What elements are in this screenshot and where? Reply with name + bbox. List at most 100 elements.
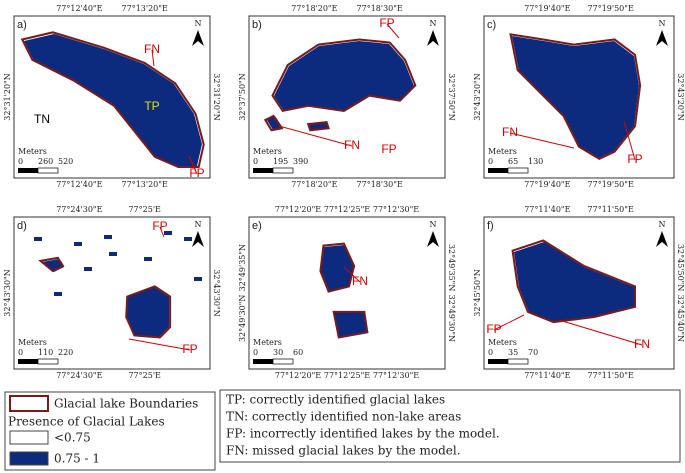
lake-patch [109,252,117,256]
annotation: FN [344,138,360,152]
map-panel: e) N77°12'20"E77°12'20"E77°12'25"E77°12'2… [238,205,456,380]
legend-presence-title: Presence of Glacial Lakes [8,415,165,429]
scale-tick: 390 [293,157,308,166]
lake-area [512,36,639,158]
map-frame [248,216,446,370]
lake-boundary [271,38,417,113]
scale-tick: 520 [58,157,73,166]
scale-tick: 130 [528,157,543,166]
top-tick-label: 77°18'20"E [291,4,337,13]
annotation-arrow [343,266,361,283]
annotation: FP [152,219,167,233]
map-panel: c) N 77°19'40"E 77°19'40"E 77°19'50"E 77°19'5… [473,4,685,189]
legend-high: 0.75 - 1 [54,452,100,466]
north-arrow [656,30,668,46]
legend-boundary-swatch [9,395,49,412]
scale-tick: 0 [488,157,493,166]
bottom-tick-label: 77°13'20"E [122,180,168,189]
scale-title: Meters [488,147,517,156]
top-tick-label: 77°11'40"E [524,205,570,214]
key-line: TN: correctly identified non-lake areas [226,410,461,424]
lake-patch [164,231,172,235]
map-panel: b) N 77°18'20"E 77°18'20"E 77°18'30"E 77°18'3… [238,4,456,189]
legend-low-swatch [9,430,49,445]
right-tick-label: 32°43'20"N [676,73,685,120]
bottom-tick-label: 77°11'40"E [524,371,570,380]
annotation: FP [189,166,204,180]
top-tick-label: 77°24'30"E [56,205,102,214]
map-panel: a) N 77°12'40"E 77°12'40"E 77°13'20"E 77°13'2… [3,4,221,189]
annotation-arrow [188,155,198,175]
annotation-arrow [623,120,636,161]
lake-patch [84,267,92,271]
scale-tick: 65 [508,157,518,166]
lake-patch [184,237,192,241]
lake-boundary [38,256,65,273]
annotation-arrow [558,319,643,346]
left-tick-label: 32°49'30"N [238,295,247,342]
scale-bar-white [507,358,529,365]
left-tick-label: 32°49'35"N [238,244,247,291]
lake-boundary [319,242,356,293]
lake-boundary [509,33,642,160]
scale-title: Meters [18,147,47,156]
scale-bar-black [253,359,273,364]
lake-boundary [263,114,284,132]
annotation-arrow [493,314,525,331]
bottom-tick-label: 77°25'E [128,371,161,380]
left-tick-label: 32°43'30"N [3,269,12,316]
key-box [219,389,681,463]
lake-patch [34,237,42,241]
annotation-arrow [151,49,155,67]
bottom-tick-label: 77°12'25"E [324,371,370,380]
north-arrow [427,30,439,46]
annotation: TN [34,112,50,126]
annotation-arrow [159,226,165,238]
key-line: FN: missed glacial lakes by the model. [226,444,461,458]
north-label: N [659,220,666,229]
lake-boundary [306,121,330,132]
north-label: N [430,19,437,28]
lake-boundary [332,310,369,339]
lake-area [321,245,354,292]
scale-bar-white [37,167,59,174]
lake-area [334,312,367,337]
north-arrow [656,231,668,247]
scale-title: Meters [18,338,47,347]
annotation: FP [381,142,396,156]
bottom-tick-label: 77°12'30"E [373,371,419,380]
annotation: FP [486,322,501,336]
annotation: FN [634,337,650,351]
scale-title: Meters [253,147,282,156]
map-frame [13,216,211,370]
top-tick-label: 77°12'30"E [373,205,419,214]
panel-label: c) [487,19,496,31]
north-arrow [192,231,204,247]
north-label: N [195,19,202,28]
scale-tick: 195 [273,157,288,166]
right-tick-label: 32°49'30"N [447,295,456,342]
north-label: N [659,19,666,28]
map-panel: d) N 77°24'30"E 77°24'30"E 77°25'E 77°25'E 32°… [3,205,221,380]
lake-boundary [125,285,172,339]
left-tick-label: 32°31'20"N [3,73,12,120]
map-panel: f) N 77°11'40"E 77°11'40"E 77°11'50"E 77°11'5… [473,205,685,380]
panel-label: b) [252,19,262,31]
right-tick-label: 32°45'50"N [676,244,685,291]
left-tick-label: 32°43'20"N [473,73,482,120]
top-tick-label: 77°25'E [128,205,161,214]
north-arrow [192,30,204,46]
right-tick-label: 32°49'35"N [447,244,456,291]
top-tick-label: 77°11'50"E [588,205,634,214]
annotation: TP [144,99,159,113]
lake-boundary [511,239,637,324]
scale-tick: 0 [253,157,258,166]
scale-tick: 0 [488,348,493,357]
annotation-arrow [386,23,400,39]
top-tick-label: 77°19'50"E [588,4,634,13]
bottom-tick-label: 77°12'40"E [56,180,102,189]
legend-boundary: Glacial lake Boundaries [54,397,198,411]
scale-tick: 110 [38,348,53,357]
lake-patch [54,292,62,296]
scale-tick: 220 [58,348,73,357]
